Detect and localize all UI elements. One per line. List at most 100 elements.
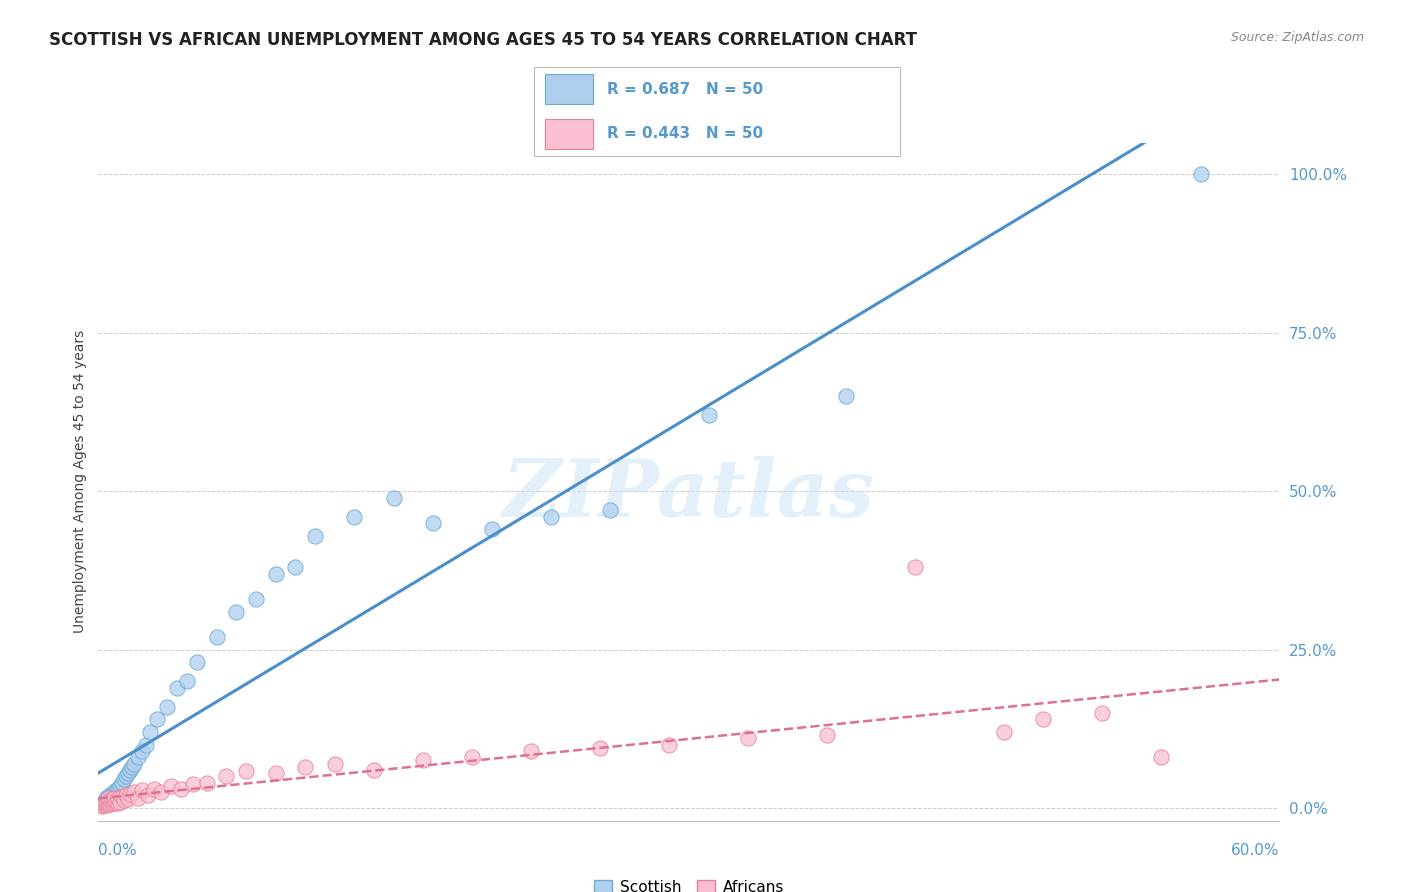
Point xyxy=(181,777,204,791)
Point xyxy=(382,491,405,505)
Point xyxy=(136,789,159,803)
Point xyxy=(98,793,121,807)
Point xyxy=(235,764,257,779)
Point xyxy=(131,783,153,797)
Point xyxy=(101,787,124,801)
Point xyxy=(112,772,135,787)
Point xyxy=(101,792,124,806)
Point xyxy=(93,797,115,812)
Point xyxy=(105,783,128,797)
Point xyxy=(103,789,125,804)
Point xyxy=(108,779,131,793)
Point xyxy=(91,797,114,812)
Legend: Scottish, Africans: Scottish, Africans xyxy=(588,874,790,892)
Point xyxy=(101,796,124,810)
Point xyxy=(127,750,149,764)
Point xyxy=(540,509,562,524)
Text: SCOTTISH VS AFRICAN UNEMPLOYMENT AMONG AGES 45 TO 54 YEARS CORRELATION CHART: SCOTTISH VS AFRICAN UNEMPLOYMENT AMONG A… xyxy=(49,31,917,49)
Point xyxy=(737,731,759,746)
Point xyxy=(1032,712,1054,726)
Point xyxy=(135,738,157,752)
Point xyxy=(96,797,118,812)
Point xyxy=(96,791,118,805)
Point xyxy=(461,750,484,764)
Point xyxy=(91,799,114,814)
Point xyxy=(815,728,838,742)
Point xyxy=(284,560,307,574)
Point xyxy=(93,795,115,809)
Point xyxy=(195,775,218,789)
Point xyxy=(697,408,720,422)
Point xyxy=(835,389,858,403)
Point xyxy=(93,796,115,810)
Point xyxy=(176,674,198,689)
Point xyxy=(97,796,120,810)
Point xyxy=(589,740,612,755)
Point xyxy=(107,787,129,801)
Point xyxy=(98,797,121,811)
Point xyxy=(1091,706,1114,720)
Point xyxy=(142,781,165,796)
Text: R = 0.443   N = 50: R = 0.443 N = 50 xyxy=(607,127,763,141)
Point xyxy=(599,503,621,517)
Bar xyxy=(546,119,593,149)
Point xyxy=(101,790,124,805)
Point xyxy=(103,796,125,810)
Point xyxy=(127,791,149,805)
Point xyxy=(215,769,238,783)
Text: 0.0%: 0.0% xyxy=(98,843,138,858)
Point xyxy=(323,756,346,771)
Point xyxy=(97,797,120,812)
Point xyxy=(245,591,267,606)
Y-axis label: Unemployment Among Ages 45 to 54 years: Unemployment Among Ages 45 to 54 years xyxy=(73,330,87,633)
Point xyxy=(170,781,193,796)
Point xyxy=(118,763,141,777)
Point xyxy=(97,789,120,804)
Point xyxy=(111,775,134,789)
Point xyxy=(97,791,120,805)
Point xyxy=(294,760,316,774)
Point xyxy=(105,795,128,809)
Point xyxy=(412,754,434,768)
Point xyxy=(481,522,503,536)
Point xyxy=(107,796,129,810)
Text: R = 0.687   N = 50: R = 0.687 N = 50 xyxy=(607,82,763,96)
Point xyxy=(112,793,135,807)
Point xyxy=(115,769,138,783)
Point xyxy=(96,793,118,807)
Point xyxy=(205,630,228,644)
Point xyxy=(98,792,121,806)
Point xyxy=(107,781,129,796)
Point xyxy=(304,528,326,542)
Point xyxy=(131,744,153,758)
Point xyxy=(138,725,160,739)
Point xyxy=(122,756,145,771)
Point xyxy=(105,789,128,803)
Point xyxy=(97,793,120,807)
FancyBboxPatch shape xyxy=(534,67,900,156)
Point xyxy=(343,509,366,524)
Point xyxy=(264,766,287,780)
Point xyxy=(108,795,131,809)
Point xyxy=(117,766,139,780)
Point xyxy=(422,516,444,530)
Point xyxy=(166,681,188,695)
Bar xyxy=(546,74,593,104)
Point xyxy=(160,779,183,793)
Text: ZIPatlas: ZIPatlas xyxy=(503,457,875,534)
Point xyxy=(520,744,543,758)
Point xyxy=(122,785,145,799)
Point xyxy=(150,785,173,799)
Point xyxy=(97,795,120,809)
Point xyxy=(117,792,139,806)
Point xyxy=(1189,168,1212,182)
Point xyxy=(993,725,1015,739)
Point xyxy=(658,738,681,752)
Point xyxy=(121,760,143,774)
Point xyxy=(1150,750,1173,764)
Point xyxy=(363,763,385,777)
Point xyxy=(115,789,138,803)
Point xyxy=(98,789,121,803)
Text: 60.0%: 60.0% xyxy=(1232,843,1279,858)
Point xyxy=(111,789,134,804)
